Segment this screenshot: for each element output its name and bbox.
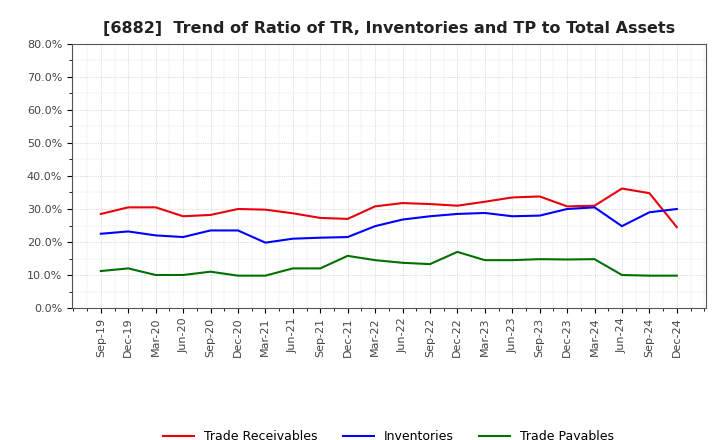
- Trade Payables: [124, 266, 132, 271]
- Trade Payables: [343, 253, 352, 258]
- Inventories: [316, 235, 325, 240]
- Inventories: [508, 214, 516, 219]
- Trade Payables: [508, 257, 516, 263]
- Inventories: [261, 240, 270, 245]
- Inventories: [343, 235, 352, 240]
- Trade Receivables: [672, 224, 681, 230]
- Trade Payables: [672, 273, 681, 279]
- Trade Payables: [645, 273, 654, 279]
- Trade Receivables: [398, 201, 407, 206]
- Trade Receivables: [151, 205, 160, 210]
- Inventories: [590, 205, 599, 210]
- Trade Payables: [96, 268, 105, 274]
- Trade Receivables: [426, 202, 434, 207]
- Trade Receivables: [289, 211, 297, 216]
- Inventories: [179, 235, 187, 240]
- Inventories: [371, 224, 379, 229]
- Trade Receivables: [96, 211, 105, 216]
- Trade Receivables: [453, 203, 462, 209]
- Legend: Trade Receivables, Inventories, Trade Payables: Trade Receivables, Inventories, Trade Pa…: [158, 425, 619, 440]
- Trade Receivables: [316, 215, 325, 220]
- Trade Payables: [590, 257, 599, 262]
- Inventories: [645, 210, 654, 215]
- Line: Inventories: Inventories: [101, 207, 677, 242]
- Inventories: [536, 213, 544, 218]
- Inventories: [151, 233, 160, 238]
- Trade Payables: [480, 257, 489, 263]
- Inventories: [618, 224, 626, 229]
- Inventories: [96, 231, 105, 236]
- Trade Receivables: [480, 199, 489, 204]
- Trade Receivables: [261, 207, 270, 212]
- Line: Trade Receivables: Trade Receivables: [101, 188, 677, 227]
- Trade Receivables: [563, 204, 572, 209]
- Trade Receivables: [590, 203, 599, 209]
- Inventories: [453, 211, 462, 216]
- Trade Payables: [261, 273, 270, 279]
- Inventories: [480, 210, 489, 216]
- Trade Payables: [316, 266, 325, 271]
- Inventories: [289, 236, 297, 241]
- Inventories: [426, 214, 434, 219]
- Trade Receivables: [206, 213, 215, 218]
- Trade Payables: [426, 261, 434, 267]
- Trade Payables: [289, 266, 297, 271]
- Trade Receivables: [343, 216, 352, 221]
- Trade Receivables: [536, 194, 544, 199]
- Trade Receivables: [618, 186, 626, 191]
- Inventories: [233, 228, 242, 233]
- Trade Payables: [371, 257, 379, 263]
- Trade Payables: [563, 257, 572, 262]
- Trade Payables: [618, 272, 626, 278]
- Trade Payables: [206, 269, 215, 275]
- Trade Receivables: [179, 214, 187, 219]
- Inventories: [124, 229, 132, 234]
- Trade Payables: [398, 260, 407, 265]
- Inventories: [398, 217, 407, 222]
- Trade Receivables: [233, 206, 242, 212]
- Trade Payables: [151, 272, 160, 278]
- Trade Payables: [536, 257, 544, 262]
- Trade Receivables: [508, 195, 516, 200]
- Trade Receivables: [645, 191, 654, 196]
- Trade Payables: [179, 272, 187, 278]
- Trade Receivables: [371, 204, 379, 209]
- Title: [6882]  Trend of Ratio of TR, Inventories and TP to Total Assets: [6882] Trend of Ratio of TR, Inventories…: [103, 21, 675, 36]
- Line: Trade Payables: Trade Payables: [101, 252, 677, 275]
- Inventories: [206, 228, 215, 233]
- Trade Payables: [233, 273, 242, 279]
- Inventories: [563, 206, 572, 212]
- Trade Receivables: [124, 205, 132, 210]
- Inventories: [672, 206, 681, 212]
- Trade Payables: [453, 249, 462, 254]
